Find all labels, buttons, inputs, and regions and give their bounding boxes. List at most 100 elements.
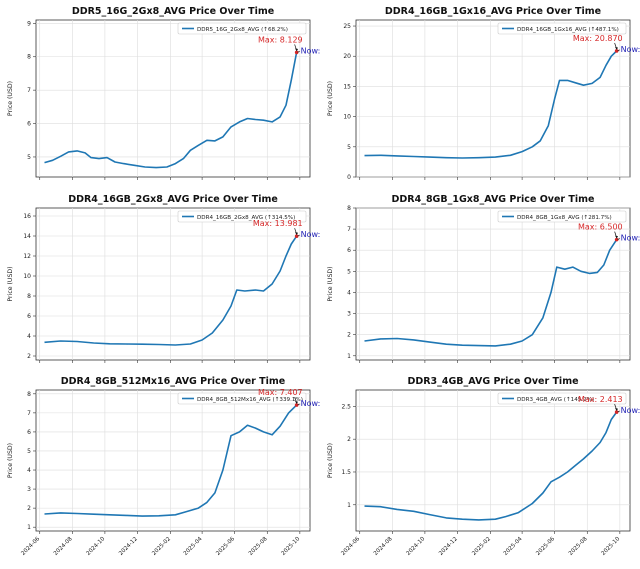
y-axis-label: Price (USD) (327, 443, 334, 478)
series-line (44, 52, 298, 169)
max-point-marker (614, 410, 619, 414)
legend-box (497, 22, 627, 35)
x-tick-label: 2024-12 (438, 536, 459, 557)
y-tick-label: 1.5 (341, 469, 351, 476)
x-tick-label: 2025-06 (215, 536, 236, 557)
y-tick-label: 2 (347, 436, 351, 443)
y-tick-label: 8 (27, 293, 31, 300)
now-annotation: Now: 6.500 (621, 234, 640, 243)
legend-label: DDR4_16GB_2Gx8_AVG (↑314.5%) (197, 214, 295, 221)
y-tick-label: 25 (343, 23, 351, 30)
legend-box (497, 392, 627, 405)
y-tick-label: 1 (27, 524, 31, 531)
now-arrow (617, 49, 620, 52)
y-tick-label: 8 (27, 54, 31, 61)
y-tick-label: 3 (27, 486, 31, 493)
y-tick-label: 2 (347, 332, 351, 339)
chart-title: DDR4_16GB_2Gx8_AVG Price Over Time (68, 194, 278, 205)
max-annotation: Max: 7.407 (258, 388, 303, 397)
y-tick-label: 16 (23, 213, 31, 220)
y-tick-label: 2.5 (341, 403, 351, 410)
legend-box (497, 210, 627, 223)
x-tick-label: 2025-08 (568, 536, 589, 557)
chart-panel-1: DDR5_16G_2Gx8_AVG Price Over Time 5 6 7 8 9 Pr… (7, 6, 320, 180)
x-tick-label: 2025-02 (151, 536, 172, 557)
chart-panel-6: DDR3_4GB_AVG Price Over Time 1 1.5 2 2.5 2024… (327, 376, 640, 557)
y-axis-label: Price (USD) (7, 266, 14, 301)
x-tick-label: 2024-10 (86, 536, 107, 557)
x-tick-label: 2024-08 (373, 536, 394, 557)
x-tick-label: 2025-04 (183, 536, 204, 557)
y-tick-label: 14 (23, 233, 31, 240)
y-tick-label: 6 (27, 121, 31, 128)
y-tick-label: 10 (23, 273, 31, 280)
y-axis-label: Price (USD) (327, 266, 334, 301)
legend-label: DDR4_8GB_1Gx8_AVG (↑281.7%) (517, 214, 612, 221)
now-arrow (297, 403, 300, 406)
y-tick-label: 1 (347, 502, 351, 509)
max-arrowhead (615, 408, 619, 411)
legend-label: DDR5_16G_2Gx8_AVG (↑68.2%) (197, 26, 288, 33)
chart-title: DDR4_16GB_1Gx16_AVG Price Over Time (385, 6, 601, 17)
y-tick-label: 5 (347, 144, 351, 151)
x-tick-label: 2024-06 (340, 536, 361, 557)
series-line (364, 411, 618, 521)
now-arrow (297, 234, 300, 237)
y-tick-label: 15 (343, 83, 351, 90)
max-arrowhead (295, 48, 299, 52)
chart-panel-4: DDR4_8GB_1Gx8_AVG Price Over Time 1 2 3 4 5 6 7… (327, 194, 640, 363)
y-tick-label: 4 (347, 289, 351, 296)
y-tick-label: 8 (27, 391, 31, 398)
x-tick-label: 2024-08 (53, 536, 74, 557)
x-tick-label: 2025-02 (471, 536, 492, 557)
y-tick-label: 7 (27, 410, 31, 417)
y-tick-label: 6 (27, 313, 31, 320)
y-tick-label: 7 (27, 87, 31, 94)
x-tick-label: 2025-10 (280, 536, 301, 557)
y-tick-label: 5 (27, 448, 31, 455)
y-tick-label: 10 (343, 114, 351, 121)
y-axis-label: Price (USD) (327, 81, 334, 116)
legend-box (177, 392, 307, 405)
max-arrowhead (615, 235, 619, 239)
now-arrow (617, 238, 620, 240)
series-line (364, 239, 618, 347)
series-line (44, 404, 298, 517)
y-tick-label: 4 (27, 333, 31, 340)
y-tick-label: 9 (27, 20, 31, 27)
max-annotation: Max: 6.500 (578, 223, 623, 232)
max-arrowhead (295, 232, 299, 235)
max-point-marker (614, 49, 619, 53)
series-line (364, 50, 618, 159)
chart-title: DDR4_8GB_512Mx16_AVG Price Over Time (61, 376, 285, 387)
y-tick-label: 6 (347, 247, 351, 254)
y-tick-label: 20 (343, 53, 351, 60)
x-tick-label: 2024-06 (20, 536, 41, 557)
y-tick-label: 8 (347, 205, 351, 212)
legend-box (177, 210, 307, 223)
x-tick-label: 2025-06 (535, 536, 556, 557)
max-point-marker (294, 403, 299, 407)
max-arrowhead (295, 401, 299, 404)
now-annotation: Now: 20.870 (621, 45, 640, 54)
now-annotation: Now: 2.413 (621, 406, 640, 415)
now-annotation: Now: 8.129 (301, 46, 320, 55)
max-point-marker (294, 50, 299, 55)
y-tick-label: 2 (27, 505, 31, 512)
chart-panel-5: DDR4_8GB_512Mx16_AVG Price Over Time 1 2 3 4… (7, 376, 320, 557)
y-tick-label: 5 (347, 268, 351, 275)
y-axis-label: Price (USD) (7, 443, 14, 478)
max-annotation: Max: 20.870 (573, 34, 623, 43)
plot-frame (35, 19, 311, 178)
y-tick-label: 2 (27, 353, 31, 360)
y-tick-label: 5 (27, 154, 31, 161)
x-tick-label: 2024-12 (118, 536, 139, 557)
y-axis-label: Price (USD) (7, 81, 14, 116)
y-tick-label: 4 (27, 467, 31, 474)
now-annotation: Now: 13.981 (301, 230, 320, 239)
x-tick-label: 2025-10 (600, 536, 621, 557)
chart-panel-3: DDR4_16GB_2Gx8_AVG Price Over Time 2 4 6 8 10… (7, 194, 320, 363)
now-arrow (617, 410, 620, 413)
plot-frame (35, 207, 311, 361)
